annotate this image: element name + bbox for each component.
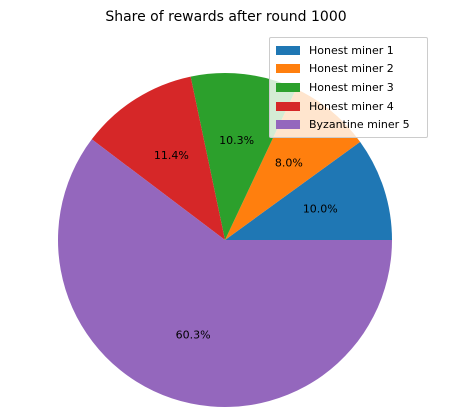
legend-swatch — [276, 120, 300, 130]
pie-slice-5 — [58, 139, 393, 408]
chart-title: Share of rewards after round 1000 — [105, 9, 347, 25]
slice-percent-label-1: 10.0% — [303, 203, 338, 216]
legend-label: Honest miner 4 — [309, 99, 394, 113]
legend-item-5: Byzantine miner 5 — [270, 115, 427, 134]
slice-percent-label-3: 10.3% — [219, 134, 254, 147]
legend-swatch — [276, 45, 300, 55]
slice-percent-label-2: 8.0% — [275, 156, 303, 169]
legend-label: Honest miner 2 — [309, 62, 394, 76]
legend-swatch — [276, 64, 300, 74]
legend-label: Honest miner 3 — [309, 80, 394, 94]
legend-label: Byzantine miner 5 — [309, 118, 410, 132]
legend-item-4: Honest miner 4 — [270, 97, 427, 116]
pie-slices — [58, 73, 393, 408]
chart-legend: Honest miner 1 Honest miner 2 Honest miner… — [269, 37, 428, 138]
legend-swatch — [276, 101, 300, 111]
pie-slice-1 — [225, 141, 392, 240]
pie-slice-4 — [91, 76, 226, 240]
pie-slice-labels: 10.0% 8.0% 10.3% 11.4% 60.3% — [154, 134, 338, 342]
slice-percent-label-4: 11.4% — [154, 149, 189, 162]
legend-label: Honest miner 1 — [309, 43, 394, 57]
legend-item-1: Honest miner 1 — [270, 41, 427, 60]
legend-item-3: Honest miner 3 — [270, 78, 427, 97]
legend-swatch — [276, 82, 300, 92]
legend-item-2: Honest miner 2 — [270, 60, 427, 79]
slice-percent-label-5: 60.3% — [176, 329, 211, 342]
